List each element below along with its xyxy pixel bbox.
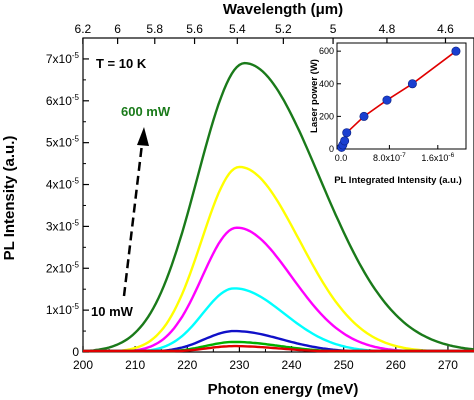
y-tick-label: 0 [72,345,79,359]
inset-y-tick-label: 200 [319,111,334,121]
x-tick-label: 220 [177,358,197,372]
inset-x-tick-label: 0.0 [335,153,348,163]
y-tick-label: 6x10-5 [46,93,80,108]
inset-data-point [340,136,350,146]
top-tick-label: 5.4 [229,22,246,36]
x-tick-label: 200 [73,358,93,372]
top-tick-label: 5 [330,22,337,36]
spectrum-series-line [83,165,474,353]
inset-data-point [342,128,352,138]
top-tick-label: 5.2 [275,22,292,36]
power-arrow-shaft [122,143,144,297]
y-axis-title: PL Intensity (a.u.) [1,136,18,261]
y-tick-label: 4x10-5 [46,177,80,192]
x-axis-title: Photon energy (meV) [208,381,359,398]
x-tick-label: 230 [229,358,249,372]
inset-y-tick-label: 400 [319,79,334,89]
plot-frame [82,37,474,353]
top-tick-label: 6 [114,22,121,36]
y-tick-label: 2x10-5 [46,260,80,275]
ticks-layer: 200 210 220 230 240 250 260 270 6.2 6 5.8 5.6 5.4 5.2… [46,22,458,372]
series-layer [83,61,474,353]
inset-y-tick-label: 600 [319,46,334,56]
inset-data-point [359,111,369,121]
x-tick-label: 250 [334,358,354,372]
spectrum-series-line [83,226,474,353]
low-power-label: 10 mW [91,304,134,319]
inset-x-tick-label: 8.0x10-7 [373,152,406,163]
spectrum-series-line [83,344,474,353]
inset-layer: 0 200 400 600 0.0 8.0x10-7 1.6x10-6 [319,46,461,163]
inset-y-tick-label: 0 [329,144,334,154]
top-tick-label: 5.6 [186,22,203,36]
top-axis-title: Wavelength (μm) [223,1,343,18]
top-tick-label: 4.6 [437,22,454,36]
temperature-label: T = 10 K [96,56,147,71]
inset-x-axis-title: PL Integrated Intensity (a.u.) [334,175,462,186]
top-tick-label: 5.8 [146,22,163,36]
spectrum-series-line [83,61,474,353]
x-tick-label: 240 [282,358,302,372]
power-arrow-head [137,127,149,146]
top-tick-label: 4.8 [379,22,396,36]
inset-data-point [451,46,461,56]
inset-y-axis-title: Laser power (W) [309,59,320,133]
y-tick-label: 1x10-5 [46,302,80,317]
x-tick-label: 270 [438,358,458,372]
top-tick-label: 6.2 [75,22,92,36]
y-tick-label: 7x10-5 [46,51,80,66]
y-tick-label: 5x10-5 [46,135,80,150]
y-tick-label: 3x10-5 [46,218,80,233]
inset-data-point [407,79,417,89]
high-power-label: 600 mW [121,104,171,119]
x-tick-label: 260 [386,358,406,372]
x-tick-label: 210 [125,358,145,372]
inset-x-tick-label: 1.6x10-6 [421,152,454,163]
inset-data-point [382,95,392,105]
spectrum-series-line [83,287,474,353]
